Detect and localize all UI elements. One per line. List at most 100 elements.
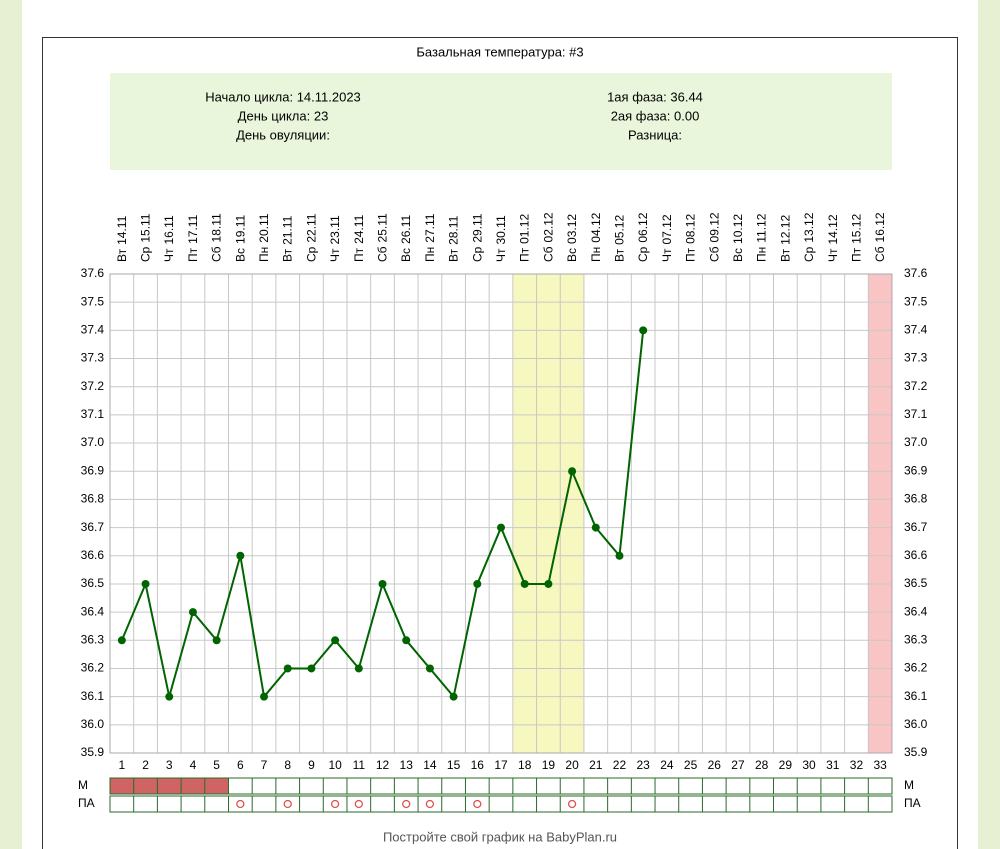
temperature-point [212,636,221,645]
date: 18.11 [210,213,224,242]
day-number: 29 [779,758,793,772]
pa-mark [330,799,340,809]
y2-tick-label: 37.6 [904,266,928,280]
temperature-point [260,692,269,701]
ovulation-band [560,274,584,753]
day-number: 3 [166,758,173,772]
temperature-point [236,551,245,560]
day-number: 16 [471,758,485,772]
date-label: Пн 11.12 [755,213,769,262]
date-label: Вс 19.11 [234,215,248,262]
y2-tick-label: 36.2 [904,661,928,675]
pa-mark [425,799,435,809]
pa-mark [236,799,245,809]
day-number: 28 [755,758,769,772]
date-label: Сб 18.11 [210,213,224,262]
y2-tick-label: 36.6 [904,548,928,562]
date: 29.11 [470,213,484,242]
date-label: Пн 04.12 [589,212,603,262]
date-label: Чт 14.12 [826,214,840,262]
date: 17.11 [186,214,200,243]
date-label: Чт 23.11 [328,215,342,262]
day-number: 8 [284,758,291,772]
date-label: Вт 05.12 [613,215,627,262]
temperature-point [117,636,126,645]
day-number: 33 [873,758,887,772]
weekday: Ср [305,246,319,262]
menses-cell [157,778,182,794]
day-number: 2 [142,758,149,772]
day-number: 12 [376,758,390,772]
weekday: Ср [470,246,484,262]
day-number: 18 [518,758,532,772]
weekday: Вт [613,248,627,262]
date-label: Вс 26.11 [399,215,413,262]
weekday: Чт [162,248,176,262]
date-label: Вт 14.11 [115,215,129,262]
day-number: 25 [684,758,698,772]
weekday: Вс [731,248,745,262]
date: 25.11 [376,213,390,242]
day-number: 15 [447,758,461,772]
weekday: Пт [352,247,366,262]
day-number: 27 [731,758,745,772]
pa-mark [354,799,363,809]
y-tick-label: 37.5 [81,294,105,308]
date: 21.11 [281,215,295,244]
date: 12.12 [779,215,793,245]
date: 07.12 [660,214,674,244]
day-number: 6 [237,758,244,772]
weekday: Чт [328,248,342,262]
y2-tick-label: 36.4 [904,604,928,618]
y-tick-label: 37.3 [81,351,105,365]
weekday: Пт [850,247,864,262]
date: 14.11 [115,215,129,244]
date-label: Сб 16.12 [873,212,887,262]
y2-tick-label: 35.9 [904,745,928,759]
weekday: Вс [234,248,248,262]
date: 23.11 [328,215,342,244]
date: 04.12 [589,212,603,242]
y-tick-label: 36.7 [81,520,105,534]
day-number: 14 [423,758,437,772]
temperature-point [520,579,529,588]
weekday: Ср [802,246,816,262]
temperature-point [639,326,648,335]
date: 15.12 [850,214,864,244]
day-number: 20 [565,758,579,772]
y2-tick-label: 36.7 [904,520,928,534]
temperature-point [141,579,150,588]
weekday: Сб [376,246,390,262]
y2-tick-label: 36.1 [904,689,928,703]
y-tick-label: 36.8 [81,492,105,506]
y-tick-label: 36.1 [81,689,105,703]
y2-tick-label: 37.3 [904,351,928,365]
date: 20.11 [257,213,271,242]
day-number: 31 [826,758,840,772]
weekday: Сб [873,246,887,262]
weekday: Пн [589,247,603,262]
weekday: Вт [115,248,129,262]
y-tick-label: 36.2 [81,661,105,675]
weekday: Сб [542,246,556,262]
date-label: Пт 15.12 [850,214,864,262]
menses-cell [204,778,229,794]
temperature-point [188,608,197,617]
date-label: Пт 08.12 [684,214,698,262]
y2-tick-label: 36.3 [904,632,928,646]
weekday: Вт [447,248,461,262]
temperature-point [449,692,458,701]
date: 13.12 [802,212,816,242]
weekday: Вс [565,248,579,262]
plot-border [109,273,893,754]
weekday: Чт [494,248,508,262]
y2-tick-label: 36.9 [904,463,928,477]
date: 16.12 [873,212,887,242]
day-number: 7 [261,758,268,772]
weekday: Сб [210,246,224,262]
date: 11.12 [755,213,769,242]
date: 15.11 [139,213,153,242]
day-number: 10 [328,758,342,772]
date: 22.11 [305,213,319,242]
